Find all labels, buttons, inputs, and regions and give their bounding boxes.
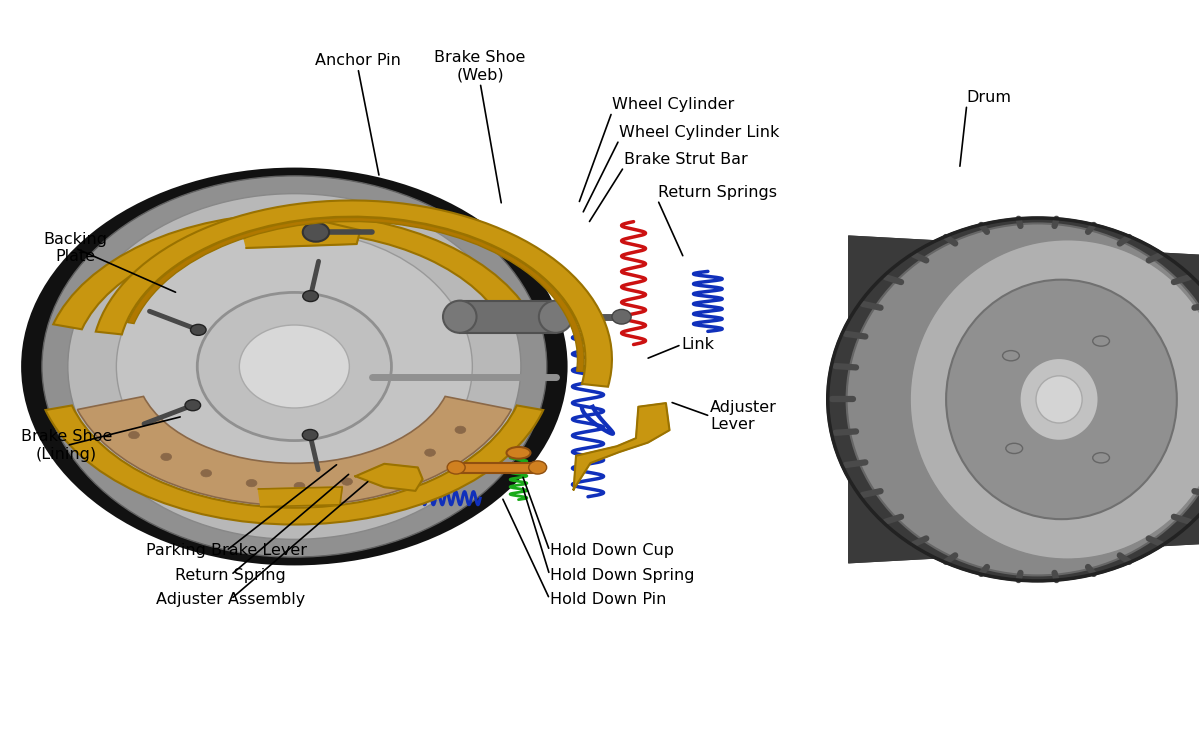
Text: Wheel Cylinder Link: Wheel Cylinder Link <box>619 125 780 140</box>
Ellipse shape <box>1093 453 1110 463</box>
Ellipse shape <box>302 290 318 301</box>
Ellipse shape <box>425 449 436 457</box>
Ellipse shape <box>1002 350 1019 361</box>
Wedge shape <box>127 218 584 372</box>
Ellipse shape <box>302 223 329 242</box>
Text: Brake Shoe
(Lining): Brake Shoe (Lining) <box>20 430 113 462</box>
Text: Backing
Plate: Backing Plate <box>43 232 107 264</box>
Text: Drum: Drum <box>967 89 1012 105</box>
Ellipse shape <box>1036 376 1082 423</box>
Ellipse shape <box>1093 336 1110 346</box>
Text: Return Spring: Return Spring <box>175 567 287 583</box>
Text: Adjuster
Lever: Adjuster Lever <box>710 400 778 432</box>
Ellipse shape <box>946 280 1177 519</box>
Ellipse shape <box>910 240 1200 559</box>
Bar <box>456 463 538 473</box>
Text: Parking Brake Lever: Parking Brake Lever <box>145 543 306 559</box>
Text: Hold Down Pin: Hold Down Pin <box>550 592 666 607</box>
Text: Hold Down Spring: Hold Down Spring <box>550 567 694 583</box>
Ellipse shape <box>1019 358 1099 441</box>
Text: Wheel Cylinder: Wheel Cylinder <box>612 97 734 112</box>
Wedge shape <box>96 200 612 387</box>
Text: Anchor Pin: Anchor Pin <box>314 53 401 68</box>
Ellipse shape <box>246 479 257 487</box>
Ellipse shape <box>342 478 353 485</box>
Text: Brake Strut Bar: Brake Strut Bar <box>624 152 748 167</box>
Ellipse shape <box>539 301 572 333</box>
Ellipse shape <box>197 292 391 441</box>
Ellipse shape <box>191 325 206 336</box>
Ellipse shape <box>386 467 397 474</box>
Ellipse shape <box>185 399 200 410</box>
Ellipse shape <box>161 453 172 460</box>
Ellipse shape <box>42 176 547 557</box>
Polygon shape <box>574 403 670 490</box>
Ellipse shape <box>847 224 1200 575</box>
Ellipse shape <box>828 218 1200 581</box>
Ellipse shape <box>23 169 566 564</box>
Ellipse shape <box>506 447 530 459</box>
Ellipse shape <box>116 231 473 502</box>
Ellipse shape <box>294 482 305 490</box>
Ellipse shape <box>448 461 466 474</box>
Ellipse shape <box>302 430 318 441</box>
Bar <box>460 301 556 333</box>
Polygon shape <box>244 221 360 248</box>
Ellipse shape <box>200 470 211 477</box>
Ellipse shape <box>1006 443 1022 454</box>
Ellipse shape <box>612 309 631 324</box>
Text: Link: Link <box>682 337 714 352</box>
Text: Brake Shoe
(Web): Brake Shoe (Web) <box>434 51 526 83</box>
Ellipse shape <box>239 325 349 408</box>
Wedge shape <box>53 213 535 329</box>
Polygon shape <box>848 236 1200 563</box>
Polygon shape <box>355 464 422 491</box>
Text: Return Springs: Return Springs <box>658 185 776 199</box>
Wedge shape <box>77 397 511 506</box>
Text: Adjuster Assembly: Adjuster Assembly <box>156 592 306 607</box>
Ellipse shape <box>529 461 547 474</box>
Ellipse shape <box>455 426 466 433</box>
Ellipse shape <box>443 301 476 333</box>
Ellipse shape <box>68 194 521 539</box>
Wedge shape <box>46 405 544 525</box>
Polygon shape <box>258 487 342 507</box>
Ellipse shape <box>128 432 139 439</box>
Text: Hold Down Cup: Hold Down Cup <box>550 543 673 559</box>
